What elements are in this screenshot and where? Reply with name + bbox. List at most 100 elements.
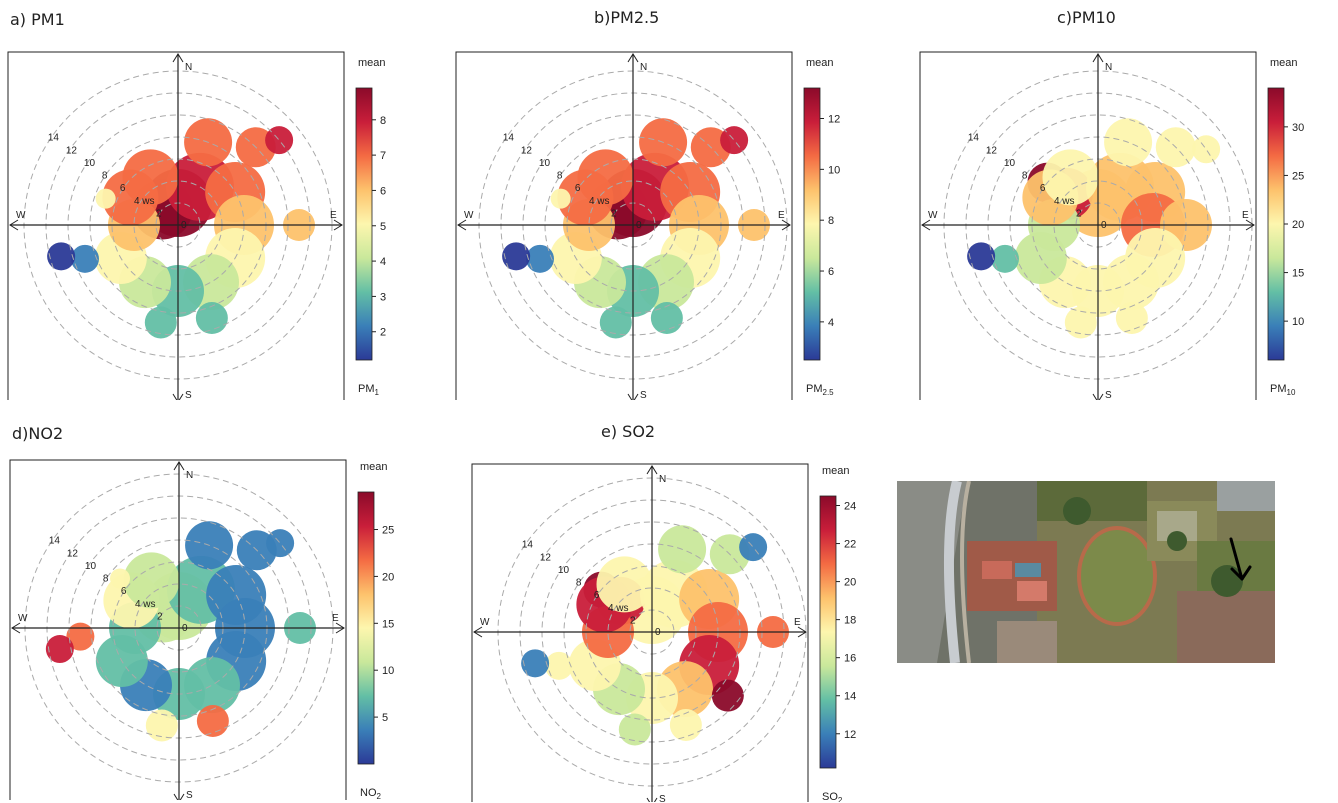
- arrow-e-icon: [797, 626, 807, 638]
- ws-label: 10: [85, 561, 97, 572]
- ws-label: 10: [1004, 158, 1016, 169]
- panel-title-e: e) SO2: [601, 422, 656, 441]
- ws-label: 10: [84, 158, 96, 169]
- compass-n-label: N: [659, 474, 666, 485]
- panel-title-d: d)NO2: [12, 424, 64, 443]
- ws-label: 2: [1076, 208, 1082, 219]
- compass-w-label: W: [928, 210, 938, 221]
- colorbar-tick-label: 10: [1292, 316, 1304, 328]
- colorbar-title: mean: [358, 57, 386, 69]
- colorbar-tick-label: 15: [382, 618, 394, 630]
- colorbar-tick-label: 15: [1292, 268, 1304, 280]
- colorbar-variable-label: PM10: [1270, 383, 1296, 397]
- colorbar-tick-label: 4: [380, 256, 386, 268]
- satellite-map-photo: [897, 481, 1275, 663]
- colorbar-title: mean: [360, 461, 388, 473]
- colorbar-tick-label: 4: [828, 317, 834, 329]
- heat-blob: [525, 244, 554, 273]
- arrow-s-icon: [1092, 393, 1104, 400]
- ws-label: 8: [103, 574, 109, 585]
- colorbar-tick-label: 6: [828, 266, 834, 278]
- heat-blob: [195, 302, 228, 335]
- polar-plot-pm25: N S W E 0 24 ws 6 8 10 12 14 mean 4 6 8 10 12 PM2.5: [455, 51, 840, 400]
- compass-s-label: S: [659, 794, 666, 802]
- ws-label: 4 ws: [608, 603, 629, 614]
- ws-label: 6: [121, 586, 127, 597]
- colorbar-tick-label: 3: [380, 291, 386, 303]
- heat-blob: [265, 126, 294, 155]
- colorbar-tick-label: 22: [844, 539, 856, 551]
- ws-label: 8: [1022, 171, 1028, 182]
- compass-n-label: N: [186, 470, 193, 481]
- colorbar-variable-label: SO2: [822, 791, 843, 802]
- colorbar-title: mean: [1270, 57, 1298, 69]
- heat-blob: [110, 568, 131, 589]
- arrow-e-icon: [333, 219, 343, 231]
- polar-heat-layer: [23, 70, 333, 380]
- ws-label: 4 ws: [1054, 196, 1075, 207]
- heat-blob: [1042, 149, 1099, 206]
- colorbar-tick-label: 20: [1292, 219, 1304, 231]
- heat-blob: [122, 149, 179, 206]
- heat-blob: [70, 244, 99, 273]
- heat-blob: [95, 188, 116, 209]
- ws-label: 4 ws: [134, 196, 155, 207]
- colorbar: [1267, 87, 1285, 361]
- panel-title-a: a) PM1: [10, 10, 65, 29]
- compass-axes: [473, 465, 807, 802]
- ws-label: 6: [1040, 183, 1046, 194]
- arrow-w-icon: [9, 219, 19, 231]
- ws-label: 12: [540, 552, 552, 563]
- heat-blob: [739, 533, 768, 562]
- ws-label: 6: [594, 590, 600, 601]
- colorbar-tick-label: 20: [844, 577, 856, 589]
- arrow-e-icon: [1245, 219, 1255, 231]
- heat-blob: [144, 306, 177, 339]
- origin-label: 0: [655, 627, 661, 638]
- heat-blob: [550, 188, 571, 209]
- heat-blob: [596, 556, 653, 613]
- colorbar-tick-label: 18: [844, 615, 856, 627]
- arrow-n-icon: [646, 465, 658, 475]
- ws-label: 14: [503, 133, 515, 144]
- panel-title-c: c)PM10: [1057, 8, 1116, 27]
- compass-n-label: N: [1105, 62, 1112, 73]
- heat-blob: [196, 705, 229, 738]
- compass-e-label: E: [1242, 210, 1249, 221]
- ws-label: 4 ws: [135, 599, 156, 610]
- compass-e-label: E: [778, 210, 785, 221]
- heat-blob: [967, 242, 996, 271]
- ws-label: 10: [539, 158, 551, 169]
- colorbar-tick-label: 25: [382, 525, 394, 537]
- ws-label: 12: [986, 145, 998, 156]
- heat-blob: [650, 302, 683, 335]
- colorbar: [819, 495, 837, 769]
- compass-e-label: E: [332, 613, 339, 624]
- polar-plot-pm10: N S W E 0 24 ws 6 8 10 12 14 mean 10 15 20 25 30 PM10: [919, 51, 1304, 400]
- ws-label: 6: [575, 183, 581, 194]
- arrow-n-icon: [173, 461, 185, 471]
- compass-axes: [921, 53, 1255, 400]
- colorbar-title: mean: [822, 465, 850, 477]
- arrow-e-icon: [335, 622, 345, 634]
- ws-label: 10: [558, 565, 570, 576]
- colorbar-variable-label: PM2.5: [806, 383, 834, 397]
- compass-w-label: W: [16, 210, 26, 221]
- arrow-s-icon: [173, 793, 185, 800]
- ws-label: 2: [630, 615, 636, 626]
- arrow-n-icon: [172, 53, 184, 63]
- colorbar-tick-label: 12: [828, 114, 840, 126]
- compass-w-label: W: [464, 210, 474, 221]
- arrow-n-icon: [627, 53, 639, 63]
- colorbar-tick-label: 25: [1292, 170, 1304, 182]
- colorbar-tick-label: 10: [828, 164, 840, 176]
- compass-axes: [11, 461, 345, 800]
- ws-label: 8: [557, 171, 563, 182]
- ws-label: 8: [102, 171, 108, 182]
- heat-blob: [66, 622, 95, 651]
- heat-blob: [266, 529, 295, 558]
- ws-label: 14: [522, 540, 534, 551]
- heat-blob: [1192, 135, 1221, 164]
- heat-blob: [711, 679, 744, 712]
- compass-e-label: E: [794, 617, 801, 628]
